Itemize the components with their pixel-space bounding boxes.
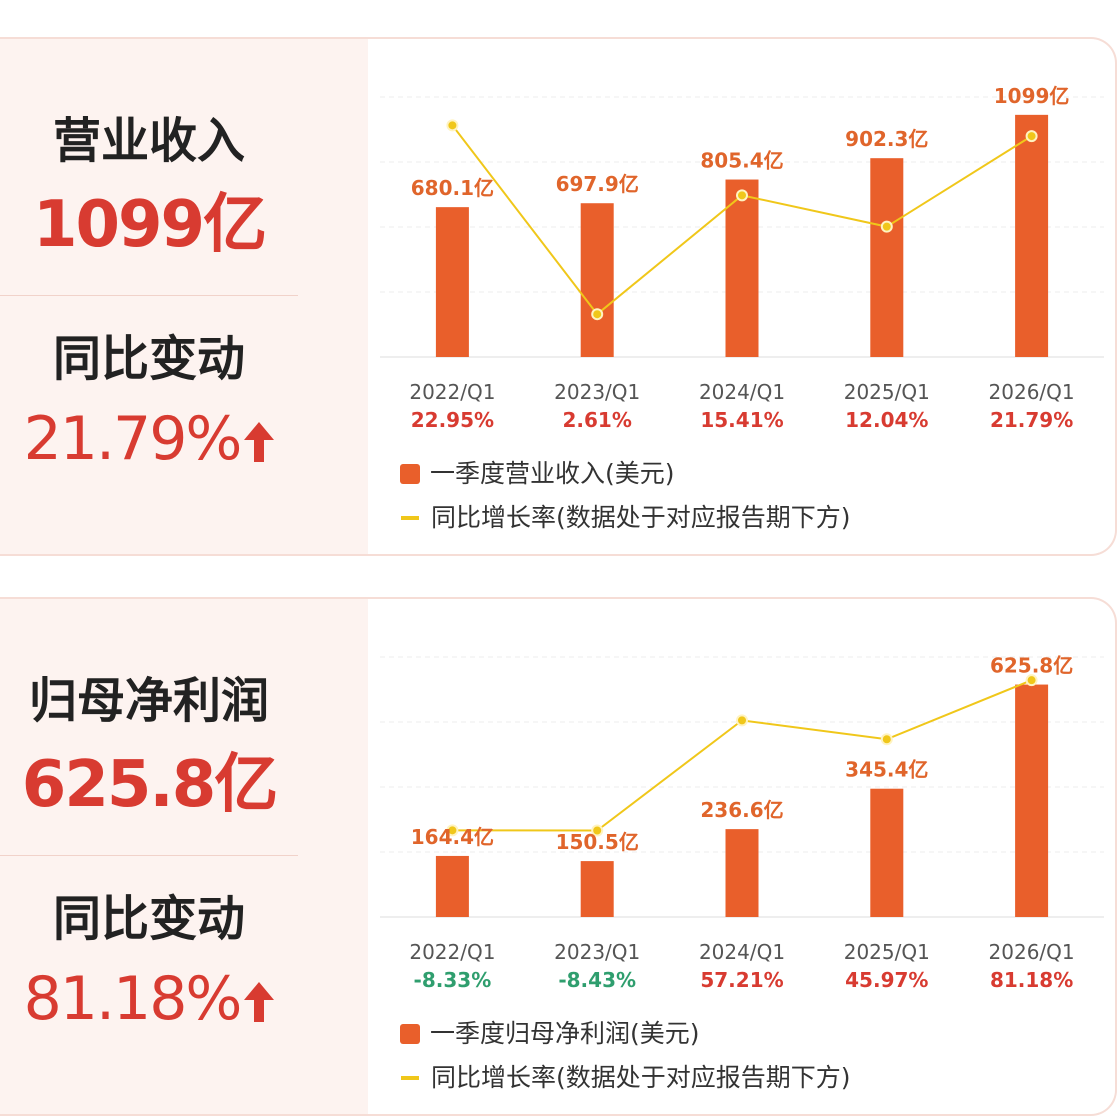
metric-label: 归母净利润 xyxy=(28,673,269,729)
bar-value-label: 680.1亿 xyxy=(411,176,494,200)
bar xyxy=(580,203,614,357)
legend-line-swatch xyxy=(401,516,419,520)
bar xyxy=(870,788,904,917)
growth-point xyxy=(591,308,604,321)
x-tick-label: 2022/Q1 xyxy=(409,380,495,404)
legend-item-bar: 一季度归母净利润(美元) xyxy=(400,1012,851,1056)
legend-item-line: 同比增长率(数据处于对应报告期下方) xyxy=(400,496,851,540)
revenue-card: 营业收入 1099亿 同比变动 21.79% 680.1亿 697.9亿 805.4… xyxy=(0,37,1117,556)
bar-value-label: 164.4亿 xyxy=(411,825,494,849)
x-tick-label: 2024/Q1 xyxy=(699,940,785,964)
bar xyxy=(1015,684,1049,917)
growth-point xyxy=(736,714,748,727)
summary-divider xyxy=(0,295,298,296)
legend-item-line: 同比增长率(数据处于对应报告期下方) xyxy=(400,1056,851,1100)
bar-value-label: 150.5亿 xyxy=(556,830,639,854)
bar-value-label: 236.6亿 xyxy=(700,798,783,822)
revenue-chart: 680.1亿 697.9亿 805.4亿 902.3亿 1099亿 2022/Q1 2023… xyxy=(380,84,1104,432)
change-value: 21.79% xyxy=(23,404,243,474)
change-label: 同比变动 xyxy=(52,891,245,947)
growth-point xyxy=(591,824,604,837)
bar xyxy=(725,829,759,917)
legend-bar-label: 一季度归母净利润(美元) xyxy=(430,1019,700,1048)
x-tick-label: 2023/Q1 xyxy=(554,940,640,964)
x-tick-label: 2022/Q1 xyxy=(409,940,495,964)
metric-label: 营业收入 xyxy=(52,113,245,169)
growth-label: 81.18% xyxy=(990,968,1073,992)
bar-value-label: 902.3亿 xyxy=(845,127,928,151)
x-tick-label: 2025/Q1 xyxy=(844,380,930,404)
x-tick-label: 2024/Q1 xyxy=(699,380,785,404)
legend-line-swatch xyxy=(401,1076,419,1080)
growth-label: -8.33% xyxy=(414,968,492,992)
net-profit-card: 归母净利润 625.8亿 同比变动 81.18% 164.4亿 150.5亿 236… xyxy=(0,597,1117,1116)
change-label: 同比变动 xyxy=(52,331,245,387)
net-profit-chart: 164.4亿 150.5亿 236.6亿 345.4亿 625.8亿 2022/Q1 202… xyxy=(380,654,1104,992)
arrow-up-icon xyxy=(244,422,275,463)
bar-value-label: 697.9亿 xyxy=(556,172,639,196)
metric-value: 1099亿 xyxy=(32,188,267,262)
bar-value-label: 345.4亿 xyxy=(845,758,928,782)
bar-value-label: 805.4亿 xyxy=(700,149,783,173)
net-profit-legend: 一季度归母净利润(美元) 同比增长率(数据处于对应报告期下方) xyxy=(400,1012,851,1100)
summary-divider xyxy=(0,855,298,856)
growth-point xyxy=(880,220,893,233)
legend-bar-label: 一季度营业收入(美元) xyxy=(430,459,675,488)
growth-label: -8.43% xyxy=(558,968,636,992)
bar xyxy=(435,855,469,917)
revenue-legend: 一季度营业收入(美元) 同比增长率(数据处于对应报告期下方) xyxy=(400,452,851,540)
metric-value: 625.8亿 xyxy=(21,748,278,822)
growth-point xyxy=(736,189,748,202)
bar-value-label: 625.8亿 xyxy=(990,654,1073,678)
growth-label: 15.41% xyxy=(700,408,783,432)
arrow-up-icon xyxy=(244,982,275,1023)
bar-value-label: 1099亿 xyxy=(994,84,1070,108)
legend-item-bar: 一季度营业收入(美元) xyxy=(400,452,851,496)
revenue-summary: 营业收入 1099亿 同比变动 21.79% xyxy=(0,39,368,554)
bar xyxy=(435,207,469,357)
bar xyxy=(580,861,614,917)
growth-point xyxy=(446,119,459,132)
growth-label: 2.61% xyxy=(563,408,632,432)
legend-line-label: 同比增长率(数据处于对应报告期下方) xyxy=(431,503,851,532)
bar xyxy=(1015,114,1049,357)
growth-label: 57.21% xyxy=(700,968,783,992)
bar xyxy=(725,179,759,357)
bar xyxy=(870,158,904,357)
growth-point xyxy=(446,824,459,837)
legend-line-label: 同比增长率(数据处于对应报告期下方) xyxy=(431,1063,851,1092)
growth-label: 21.79% xyxy=(990,408,1073,432)
change-value: 81.18% xyxy=(23,964,243,1034)
growth-point xyxy=(1025,674,1038,687)
x-tick-label: 2026/Q1 xyxy=(989,940,1075,964)
x-tick-label: 2026/Q1 xyxy=(989,380,1075,404)
growth-label: 12.04% xyxy=(845,408,928,432)
x-tick-label: 2025/Q1 xyxy=(844,940,930,964)
legend-bar-swatch xyxy=(400,464,420,484)
net-profit-summary: 归母净利润 625.8亿 同比变动 81.18% xyxy=(0,599,368,1114)
growth-label: 22.95% xyxy=(411,408,494,432)
x-tick-label: 2023/Q1 xyxy=(554,380,640,404)
growth-point xyxy=(880,733,893,746)
growth-label: 45.97% xyxy=(845,968,928,992)
legend-bar-swatch xyxy=(400,1024,420,1044)
change-row: 21.79% xyxy=(0,401,300,477)
change-row: 81.18% xyxy=(0,961,300,1037)
growth-point xyxy=(1025,130,1038,143)
